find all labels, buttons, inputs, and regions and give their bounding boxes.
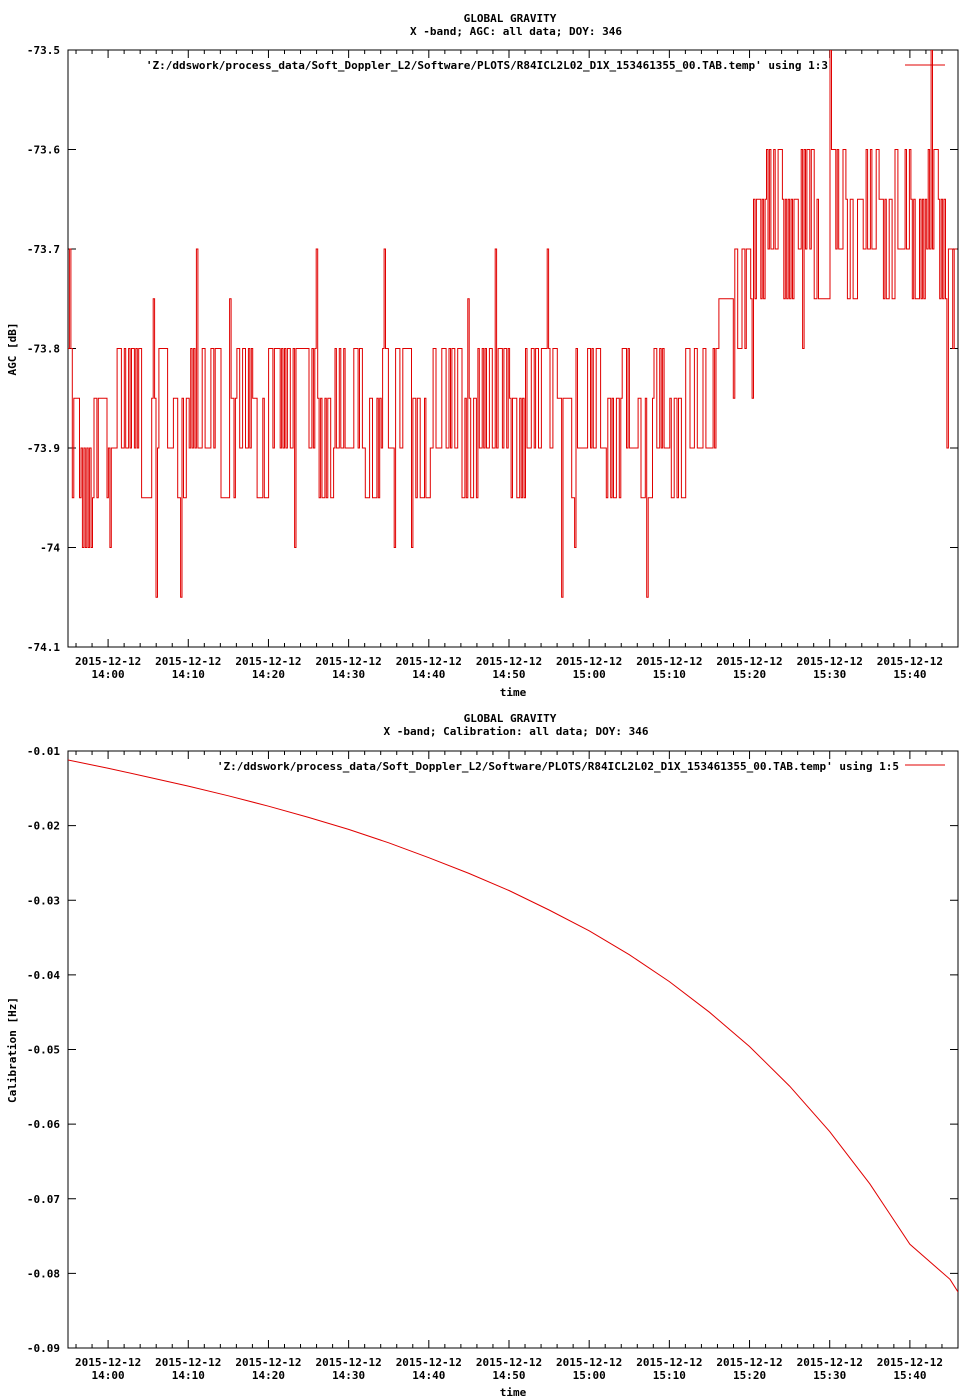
agc-legend-label: 'Z:/ddswork/process_data/Soft_Doppler_L2… [146,59,828,72]
x-tick-date-label: 2015-12-12 [877,655,943,668]
x-tick-date-label: 2015-12-12 [316,1356,382,1369]
x-tick-date-label: 2015-12-12 [155,1356,221,1369]
x-tick-date-label: 2015-12-12 [75,655,141,668]
y-tick-label: -73.8 [27,343,60,356]
x-tick-time-label: 15:40 [893,668,926,681]
y-tick-label: -0.04 [27,969,60,982]
x-tick-time-label: 14:30 [332,668,365,681]
x-tick-time-label: 14:10 [172,668,205,681]
x-tick-date-label: 2015-12-12 [75,1356,141,1369]
series-line [68,759,958,1293]
calibration-chart-subtitle: X -band; Calibration: all data; DOY: 346 [384,725,649,738]
x-tick-time-label: 14:40 [412,1369,445,1382]
agc-chart-title: GLOBAL GRAVITY [464,12,557,25]
agc-chart-subtitle: X -band; AGC: all data; DOY: 346 [410,25,622,38]
x-tick-time-label: 15:20 [733,1369,766,1382]
agc-y-axis: -73.5 -73.6 -73.7 -73.8 -73.9 -74 -74.1 [27,44,958,654]
x-tick-date-label: 2015-12-12 [476,1356,542,1369]
y-tick-label: -0.06 [27,1118,60,1131]
x-tick-time-label: 14:00 [92,668,125,681]
x-tick-time-label: 14:20 [252,1369,285,1382]
x-tick-date-label: 2015-12-12 [877,1356,943,1369]
x-tick-date-label: 2015-12-12 [235,1356,301,1369]
x-tick-time-label: 14:50 [492,668,525,681]
x-tick-time-label: 14:50 [492,1369,525,1382]
series-line [68,50,957,598]
x-tick-time-label: 15:00 [573,1369,606,1382]
x-tick-date-label: 2015-12-12 [636,1356,702,1369]
x-tick-date-label: 2015-12-12 [235,655,301,668]
calibration-x-axis: 2015-12-1214:002015-12-1214:102015-12-12… [75,751,959,1382]
calibration-x-axis-label: time [500,1386,527,1399]
x-tick-time-label: 15:30 [813,668,846,681]
calibration-y-axis: -0.01 -0.02 -0.03 -0.04 -0.05 -0.06 -0.07 -0.08… [27,745,958,1355]
x-tick-date-label: 2015-12-12 [396,655,462,668]
x-tick-date-label: 2015-12-12 [476,655,542,668]
agc-chart: GLOBAL GRAVITY X -band; AGC: all data; D… [6,12,959,699]
x-tick-date-label: 2015-12-12 [797,1356,863,1369]
x-tick-time-label: 14:30 [332,1369,365,1382]
calibration-series [68,759,958,1293]
x-tick-time-label: 14:10 [172,1369,205,1382]
x-tick-time-label: 14:40 [412,668,445,681]
y-tick-label: -0.03 [27,894,60,907]
calibration-legend-label: 'Z:/ddswork/process_data/Soft_Doppler_L2… [217,760,899,773]
y-tick-label: -73.9 [27,442,60,455]
x-tick-date-label: 2015-12-12 [316,655,382,668]
x-tick-time-label: 15:10 [653,1369,686,1382]
y-tick-label: -74.1 [27,641,60,654]
x-tick-time-label: 15:10 [653,668,686,681]
y-tick-label: -73.7 [27,243,60,256]
x-tick-date-label: 2015-12-12 [797,655,863,668]
x-tick-time-label: 14:00 [92,1369,125,1382]
x-tick-time-label: 14:20 [252,668,285,681]
x-tick-date-label: 2015-12-12 [636,655,702,668]
x-tick-date-label: 2015-12-12 [716,655,782,668]
calibration-chart: GLOBAL GRAVITY X -band; Calibration: all… [6,712,959,1399]
y-tick-label: -0.05 [27,1044,60,1057]
y-tick-label: -0.09 [27,1342,60,1355]
y-tick-label: -0.01 [27,745,60,758]
agc-x-axis: 2015-12-1214:002015-12-1214:102015-12-12… [75,50,959,681]
x-tick-date-label: 2015-12-12 [396,1356,462,1369]
x-tick-time-label: 15:00 [573,668,606,681]
y-tick-label: -0.07 [27,1193,60,1206]
x-tick-time-label: 15:40 [893,1369,926,1382]
y-tick-label: -73.6 [27,144,60,157]
y-tick-label: -0.02 [27,820,60,833]
x-tick-date-label: 2015-12-12 [155,655,221,668]
y-tick-label: -0.08 [27,1267,60,1280]
x-tick-date-label: 2015-12-12 [556,655,622,668]
calibration-chart-title: GLOBAL GRAVITY [464,712,557,725]
y-tick-label: -74 [40,542,60,555]
x-tick-time-label: 15:20 [733,668,766,681]
agc-x-axis-label: time [500,686,527,699]
x-tick-time-label: 15:30 [813,1369,846,1382]
x-tick-date-label: 2015-12-12 [556,1356,622,1369]
agc-y-axis-label: AGC [dB] [6,323,19,376]
calibration-y-axis-label: Calibration [Hz] [6,997,19,1103]
agc-series [68,50,957,598]
x-tick-date-label: 2015-12-12 [716,1356,782,1369]
y-tick-label: -73.5 [27,44,60,57]
